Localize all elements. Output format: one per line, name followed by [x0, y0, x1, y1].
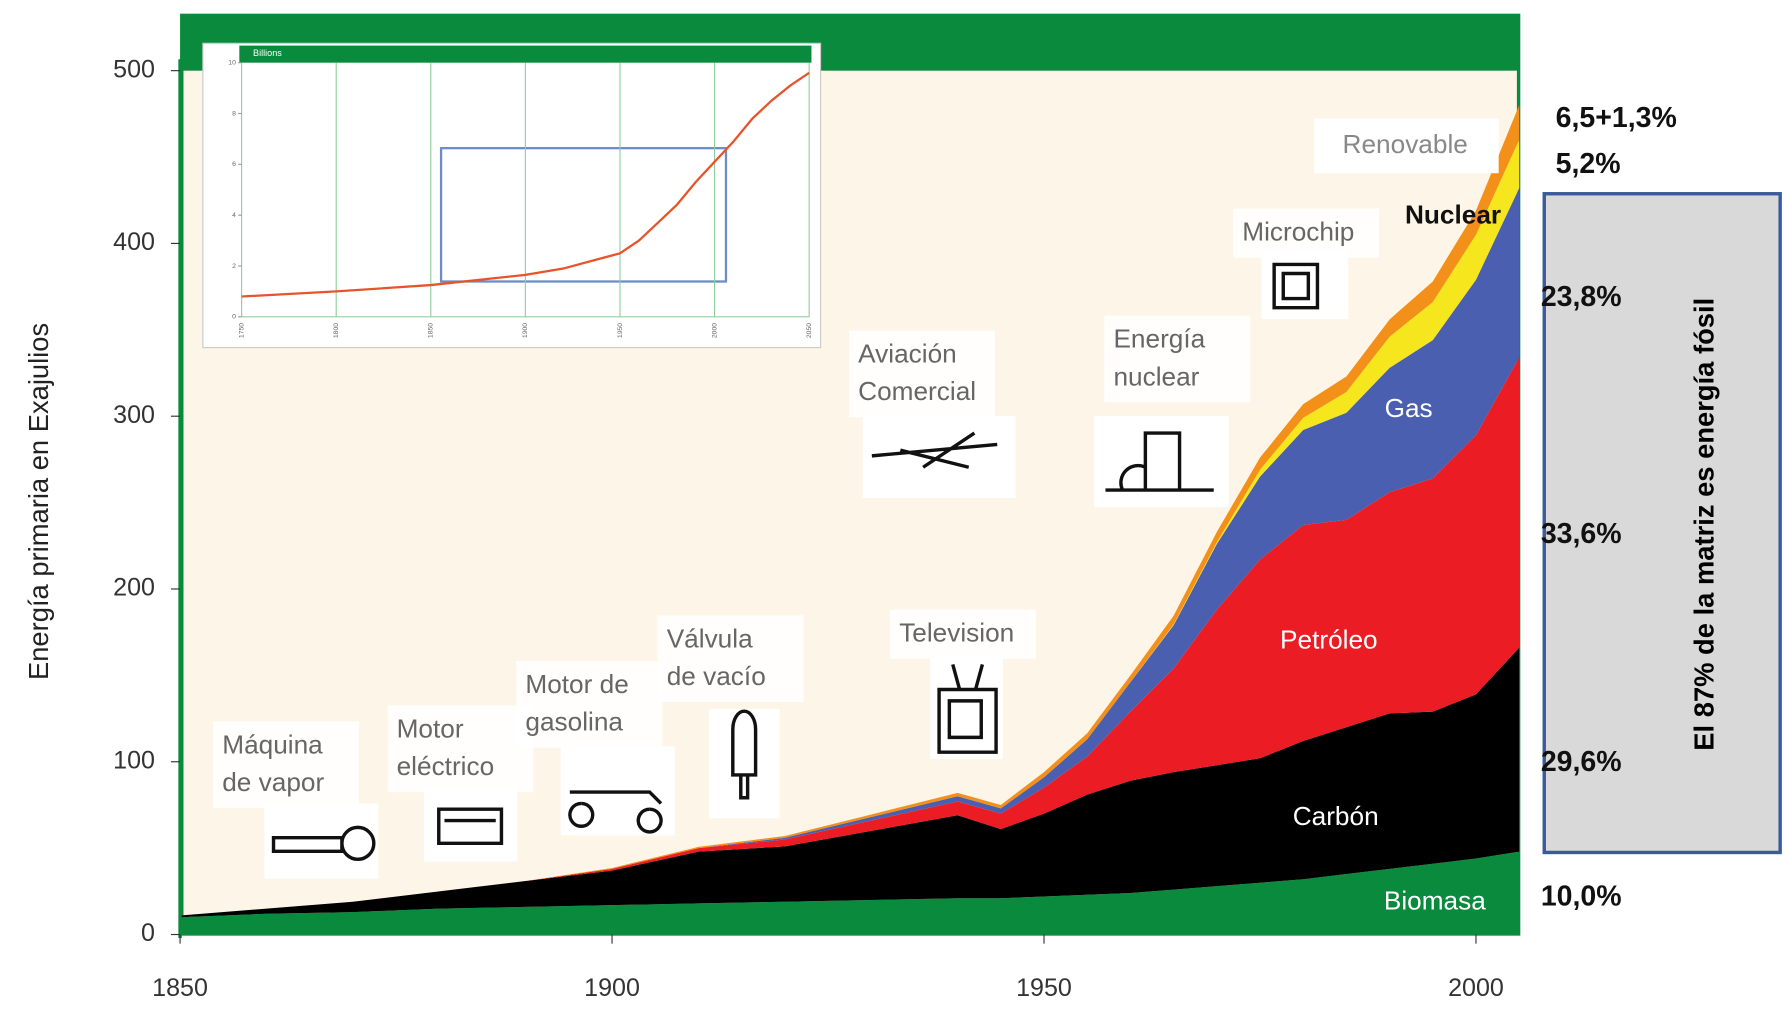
- inset-y-label: 8: [232, 110, 236, 117]
- series-label: Gas: [1385, 393, 1433, 423]
- share-label: 10,0%: [1541, 881, 1622, 913]
- inset-x-label: 1950: [617, 323, 624, 338]
- x-tick-label: 1850: [152, 974, 208, 1002]
- inset-x-label: 1750: [238, 323, 245, 338]
- annotation: nuclear: [1113, 361, 1199, 391]
- inset-x-label: 2050: [806, 323, 813, 338]
- chart: El 87% de la matriz es energía fósil Ene…: [0, 0, 1787, 1020]
- annotation: Motor de: [525, 669, 628, 699]
- series-label: Nuclear: [1405, 199, 1501, 229]
- icon-tv: [930, 656, 1003, 759]
- series-label: Renovable: [1343, 129, 1468, 159]
- bracket-label: El 87% de la matriz es energía fósil: [1688, 298, 1719, 751]
- icon-steam: [264, 803, 378, 878]
- y-tick-label: 200: [113, 574, 155, 602]
- y-tick-label: 0: [141, 919, 155, 947]
- x-tick-label: 2000: [1448, 974, 1504, 1002]
- inset-x-label: 1850: [428, 323, 435, 338]
- inset-y-label: 6: [232, 161, 236, 168]
- inset-header: [239, 46, 811, 63]
- inset-x-label: 2000: [711, 323, 718, 338]
- annotation: Energía: [1113, 324, 1205, 354]
- inset-x-label: 1800: [333, 323, 340, 338]
- inset: Billions 1750 1800 1850 1900 1950 2000 2050 0 2 4…: [203, 43, 821, 347]
- x-tick-label: 1900: [584, 974, 640, 1002]
- share-label: 23,8%: [1541, 281, 1622, 313]
- series-label: Biomasa: [1384, 886, 1486, 916]
- annotation: Comercial: [858, 376, 976, 406]
- inset-y-label: 2: [232, 263, 236, 270]
- inset-y-label: 0: [232, 314, 236, 321]
- annotation: de vapor: [222, 767, 324, 797]
- annotation: Aviación: [858, 338, 957, 368]
- share-label: 29,6%: [1541, 746, 1622, 778]
- x-tick-label: 1950: [1016, 974, 1072, 1002]
- inset-y-label: 10: [228, 59, 236, 66]
- share-label: 6,5+1,3%: [1556, 102, 1677, 134]
- series-label: Petróleo: [1280, 625, 1378, 655]
- share-label: 5,2%: [1556, 148, 1621, 180]
- annotation: de vacío: [667, 661, 766, 691]
- annotation: Válvula: [667, 623, 753, 653]
- inset-x-label: 1900: [522, 323, 529, 338]
- annotation: Motor: [397, 713, 464, 743]
- inset-frame: [203, 43, 821, 347]
- annotation: Microchip: [1242, 217, 1354, 247]
- y-tick-label: 500: [113, 55, 155, 83]
- page: {"chart_data":[ {"type":"stacked-area", …: [0, 0, 1787, 1020]
- inset-title: Billions: [253, 48, 282, 58]
- y-tick-label: 300: [113, 401, 155, 429]
- y-axis-label: Energía primaria en Exajulios: [23, 323, 54, 680]
- annotation: Máquina: [222, 729, 323, 759]
- annotation: eléctrico: [397, 751, 495, 781]
- y-tick-label: 100: [113, 746, 155, 774]
- inset-y-label: 4: [232, 212, 236, 219]
- y-tick-label: 400: [113, 228, 155, 256]
- share-label: 33,6%: [1541, 518, 1622, 550]
- annotation: Television: [899, 618, 1014, 648]
- series-label: Carbón: [1293, 801, 1379, 831]
- icon-tube: [709, 709, 780, 818]
- icon-plant: [1094, 416, 1228, 507]
- annotation: gasolina: [525, 707, 623, 737]
